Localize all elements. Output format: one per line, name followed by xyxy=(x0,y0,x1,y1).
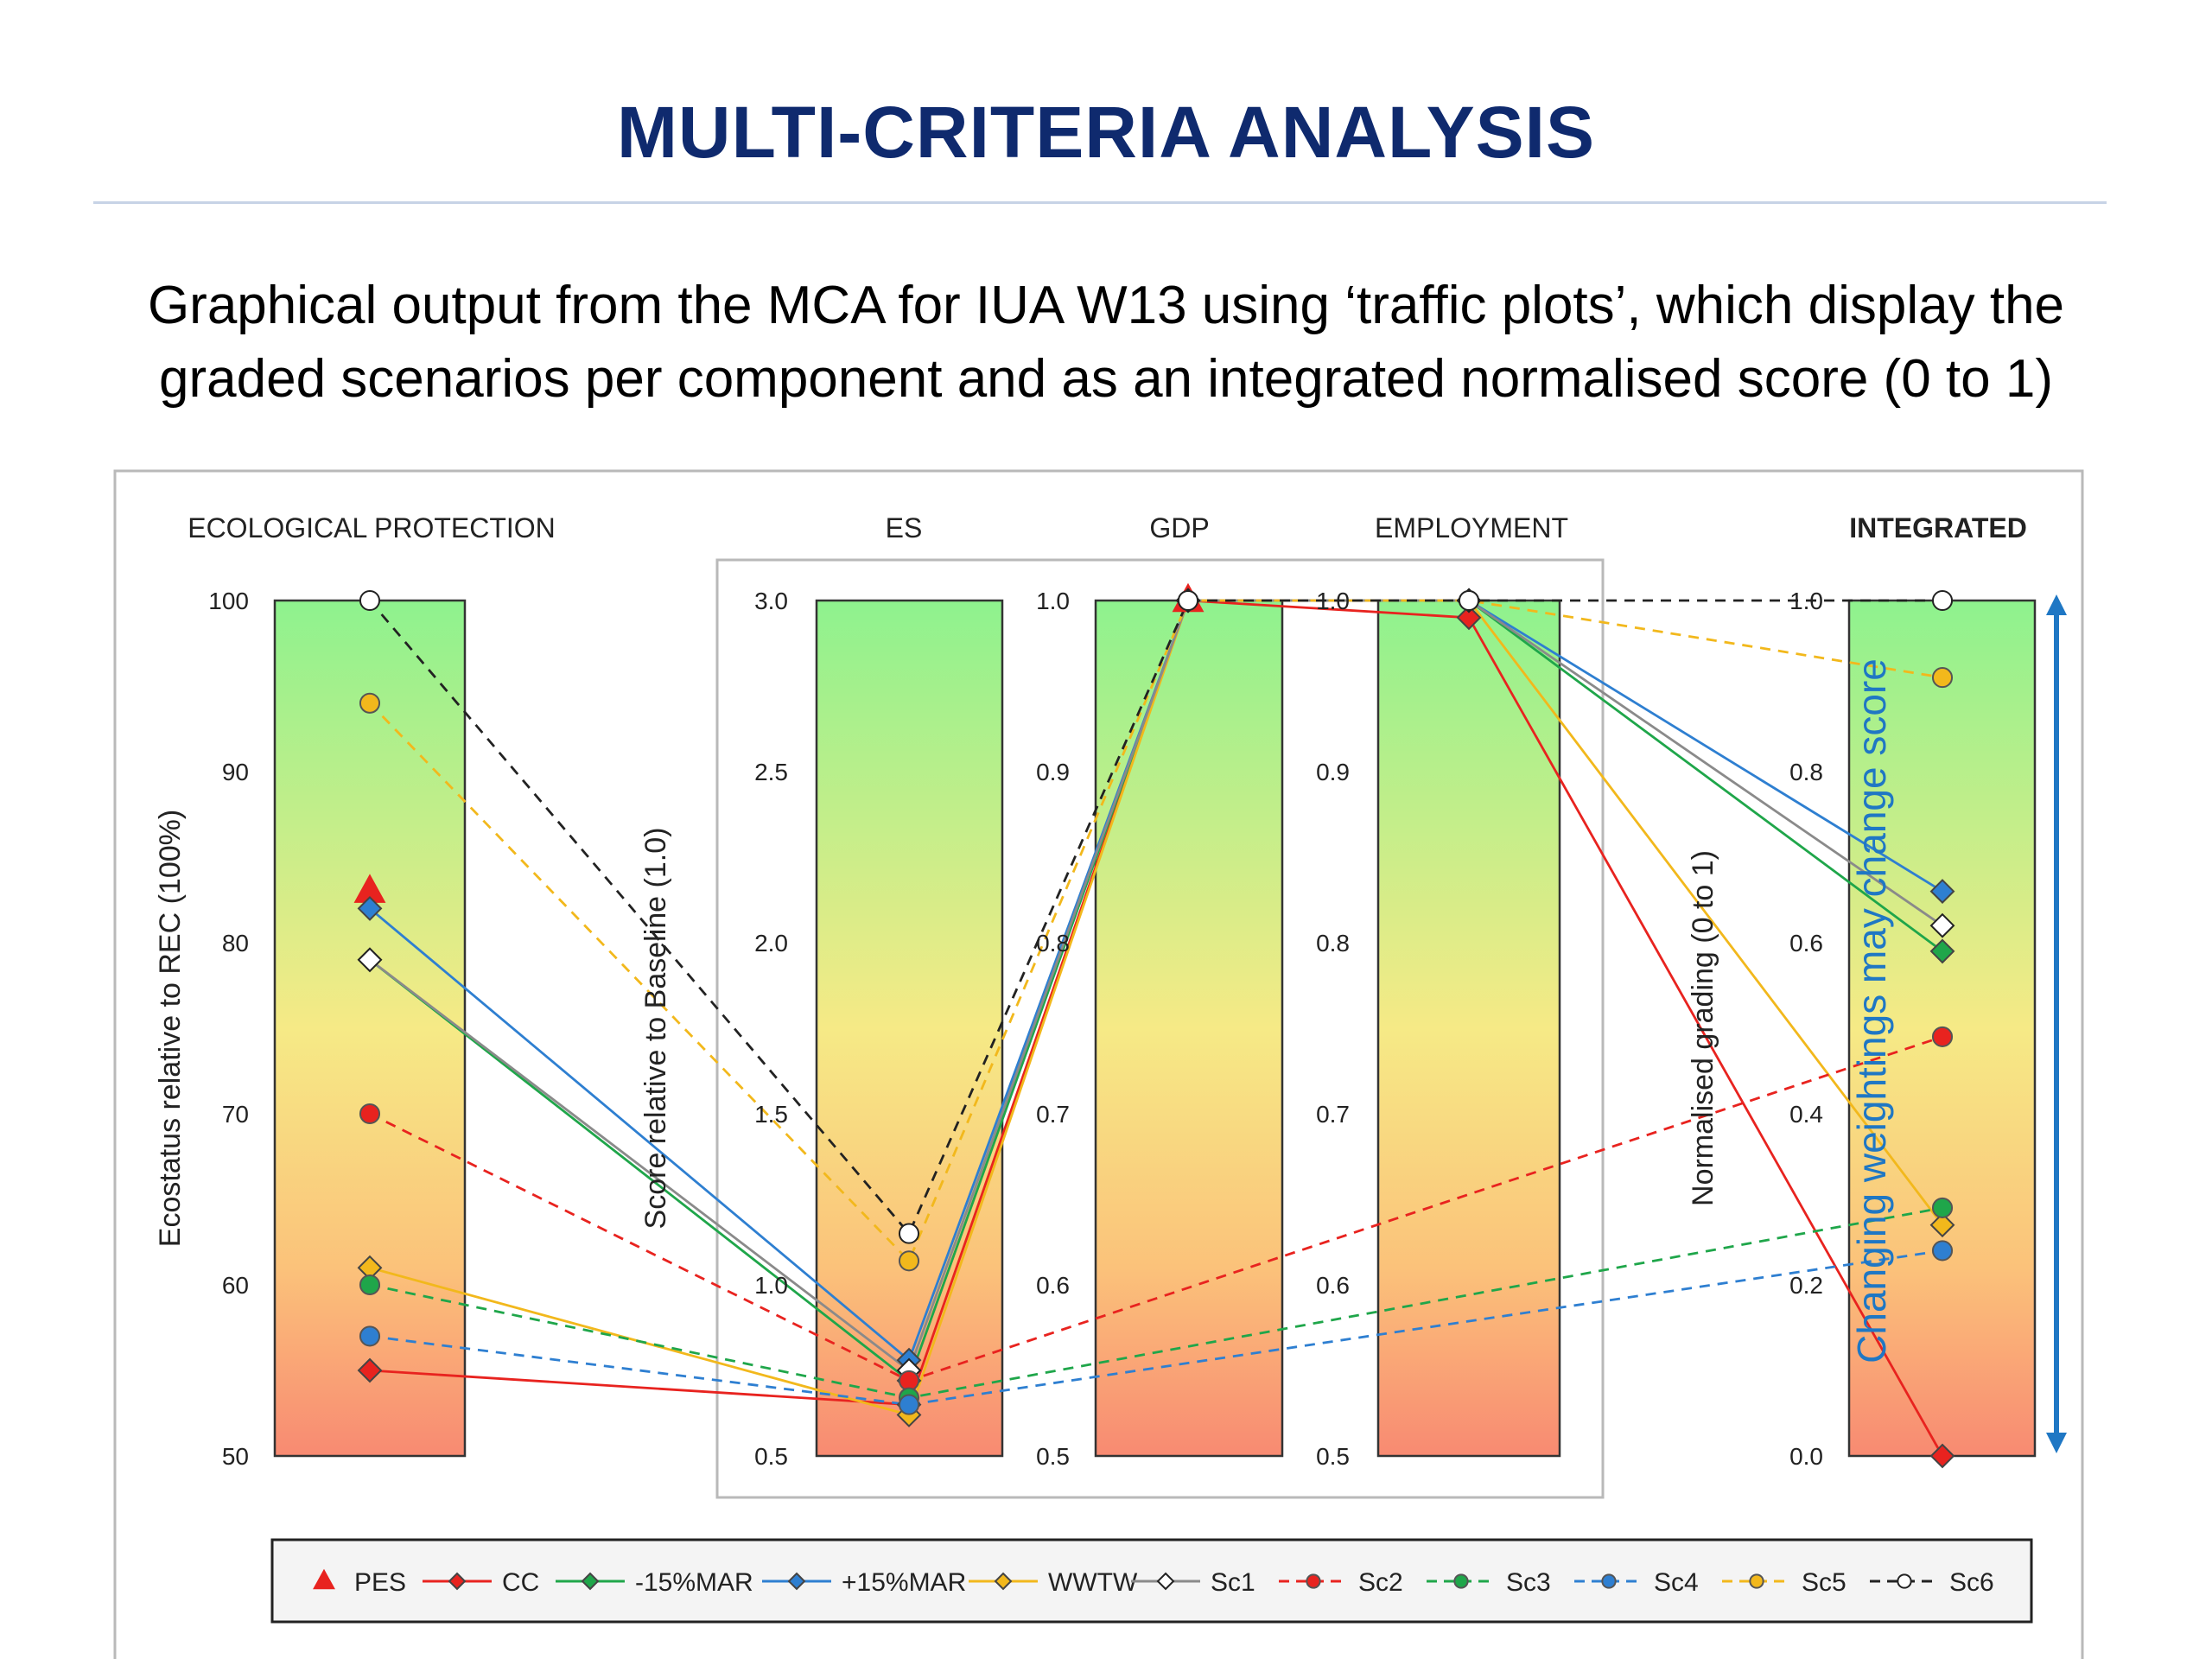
data-point-sc6 xyxy=(1931,589,1954,612)
panel-title-gdp: GDP xyxy=(1149,512,1209,543)
tick-label-es: 1.0 xyxy=(754,1272,788,1299)
weighting-arrow-head-up xyxy=(2046,594,2067,615)
panel-bar-eco xyxy=(273,599,467,1458)
data-point-sc6 xyxy=(1458,589,1480,612)
legend-label-sc4: Sc4 xyxy=(1654,1568,1699,1597)
data-point-sc5 xyxy=(359,692,381,714)
tick-label-emp: 0.6 xyxy=(1316,1272,1350,1299)
data-point-sc6 xyxy=(359,589,381,612)
data-point-wwtw xyxy=(1929,1212,1955,1238)
legend-label-15mar: +15%MAR xyxy=(842,1568,966,1597)
tick-label-eco: 100 xyxy=(208,588,249,614)
panel-title-es: ES xyxy=(886,512,923,543)
tick-label-es: 3.0 xyxy=(754,588,788,614)
tick-label-es: 2.5 xyxy=(754,759,788,785)
tick-label-eco: 90 xyxy=(222,759,249,785)
tick-label-eco: 50 xyxy=(222,1443,249,1470)
panel-bar-es xyxy=(815,599,1004,1458)
legend-label-wwtw: WWTW xyxy=(1048,1568,1138,1597)
legend-label-cc: CC xyxy=(502,1568,539,1597)
tick-label-gdp: 0.6 xyxy=(1036,1272,1070,1299)
data-point-15mar xyxy=(1929,879,1955,905)
tick-label-int: 0.0 xyxy=(1789,1443,1823,1470)
data-point-sc3 xyxy=(359,1274,381,1296)
middle-group-frame xyxy=(715,558,1605,1499)
data-point-sc5 xyxy=(898,1250,920,1272)
legend-marker-15mar xyxy=(581,1572,600,1591)
tick-label-eco: 80 xyxy=(222,930,249,957)
tick-label-emp: 1.0 xyxy=(1316,588,1350,614)
data-point-sc2 xyxy=(898,1370,920,1391)
y-axis-label-es: Score relative to Baseline (1.0) xyxy=(639,828,672,1230)
weighting-side-note: Changing weightings may change score xyxy=(1849,658,1894,1363)
legend-label-sc1: Sc1 xyxy=(1211,1568,1255,1597)
legend-label-sc5: Sc5 xyxy=(1802,1568,1847,1597)
data-point-15mar xyxy=(1929,938,1955,964)
tick-label-emp: 0.5 xyxy=(1316,1443,1350,1470)
legend-marker-sc6 xyxy=(1897,1573,1912,1589)
tick-label-eco: 70 xyxy=(222,1101,249,1128)
data-point-cc xyxy=(1456,605,1482,631)
data-point-sc3 xyxy=(1931,1197,1954,1218)
data-point-sc4 xyxy=(1931,1240,1954,1262)
legend-marker-sc5 xyxy=(1749,1573,1764,1589)
data-point-sc2 xyxy=(1931,1026,1954,1047)
panel-title-eco: ECOLOGICAL PROTECTION xyxy=(188,512,556,543)
legend-marker-15mar xyxy=(787,1572,806,1591)
legend-label-pes: PES xyxy=(354,1568,406,1597)
page-title: MULTI-CRITERIA ANALYSIS xyxy=(616,92,1596,173)
tick-label-es: 0.5 xyxy=(754,1443,788,1470)
legend-label-sc3: Sc3 xyxy=(1506,1568,1551,1597)
tick-label-int: 0.8 xyxy=(1789,759,1823,785)
data-point-sc1 xyxy=(357,947,383,973)
tick-label-int: 0.6 xyxy=(1789,930,1823,957)
data-point-sc5 xyxy=(1931,667,1954,689)
legend-label-sc6: Sc6 xyxy=(1949,1568,1994,1597)
legend-label-sc2: Sc2 xyxy=(1358,1568,1403,1597)
data-point-sc6 xyxy=(898,1223,920,1244)
tick-label-gdp: 1.0 xyxy=(1036,588,1070,614)
tick-label-es: 1.5 xyxy=(754,1101,788,1128)
data-point-cc xyxy=(357,1357,383,1383)
series-line-sc6 xyxy=(368,599,1942,1236)
tick-label-gdp: 0.8 xyxy=(1036,930,1070,957)
series-line-sc4 xyxy=(369,1249,1943,1407)
tick-label-es: 2.0 xyxy=(754,930,788,957)
data-point-sc6 xyxy=(1177,589,1199,612)
legend-marker-sc4 xyxy=(1601,1573,1617,1589)
tick-label-gdp: 0.7 xyxy=(1036,1101,1070,1128)
data-point-sc4 xyxy=(898,1394,920,1415)
tick-label-int: 0.2 xyxy=(1789,1272,1823,1299)
tick-label-gdp: 0.5 xyxy=(1036,1443,1070,1470)
legend-label-15mar: -15%MAR xyxy=(635,1568,753,1597)
tick-label-int: 1.0 xyxy=(1789,588,1823,614)
title-divider xyxy=(93,201,2107,204)
panel-bar-gdp xyxy=(1094,599,1284,1458)
legend-marker-wwtw xyxy=(994,1572,1013,1591)
legend-marker-sc2 xyxy=(1306,1573,1321,1589)
tick-label-eco: 60 xyxy=(222,1272,249,1299)
legend-marker-sc3 xyxy=(1453,1573,1469,1589)
subtitle-line-1: Graphical output from the MCA for IUA W1… xyxy=(147,276,2065,335)
panel-title-emp: EMPLOYMENT xyxy=(1375,512,1568,543)
tick-label-gdp: 0.9 xyxy=(1036,759,1070,785)
tick-label-int: 0.4 xyxy=(1789,1101,1823,1128)
tick-label-emp: 0.7 xyxy=(1316,1101,1350,1128)
data-point-sc4 xyxy=(359,1325,381,1347)
data-point-sc1 xyxy=(1929,912,1955,938)
tick-label-emp: 0.9 xyxy=(1316,759,1350,785)
legend-marker-pes xyxy=(313,1568,335,1590)
tick-label-emp: 0.8 xyxy=(1316,930,1350,957)
data-point-cc xyxy=(1929,1443,1955,1469)
subtitle-line-2: graded scenarios per component and as an… xyxy=(159,349,2053,409)
y-axis-label-eco: Ecostatus relative to REC (100%) xyxy=(154,810,187,1247)
data-point-sc2 xyxy=(359,1103,381,1125)
legend-marker-cc xyxy=(448,1572,467,1591)
data-point-15mar xyxy=(357,895,383,921)
legend-marker-sc1 xyxy=(1156,1572,1175,1591)
y-axis-label-emp: Normalised grading (0 to 1) xyxy=(1687,850,1719,1206)
panel-title-int: INTEGRATED xyxy=(1849,512,2027,543)
weighting-arrow-head-down xyxy=(2046,1433,2067,1453)
